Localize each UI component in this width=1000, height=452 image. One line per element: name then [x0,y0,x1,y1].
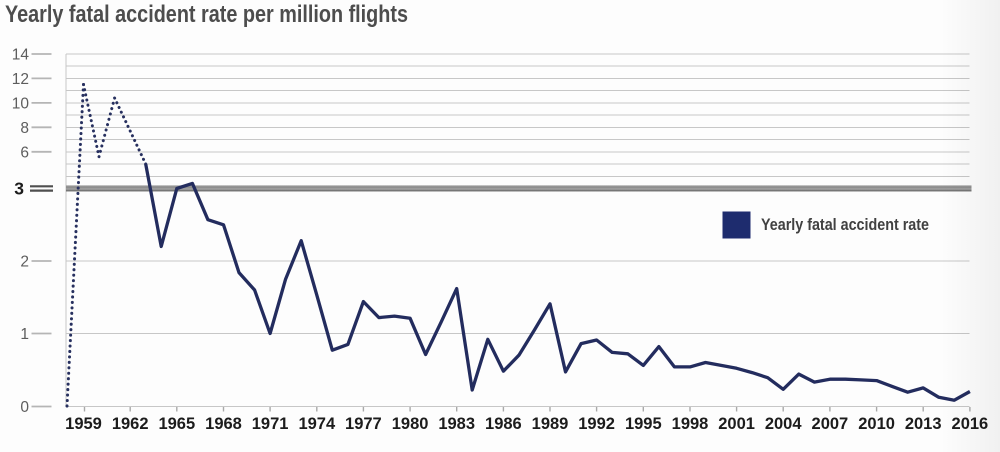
svg-text:1971: 1971 [252,415,289,433]
svg-text:1959: 1959 [65,415,102,433]
svg-text:1989: 1989 [532,415,569,433]
svg-text:Yearly fatal accident rate per: Yearly fatal accident rate per million f… [5,1,408,28]
svg-text:2016: 2016 [952,415,989,433]
svg-text:2013: 2013 [905,415,942,433]
svg-text:6: 6 [20,145,29,162]
svg-text:1980: 1980 [392,415,429,433]
svg-text:1992: 1992 [578,415,615,433]
svg-text:1977: 1977 [345,415,382,433]
svg-text:Yearly fatal accident rate: Yearly fatal accident rate [761,216,929,234]
svg-text:1968: 1968 [205,415,242,433]
svg-text:1965: 1965 [158,415,195,433]
svg-text:2: 2 [20,254,29,271]
svg-text:2007: 2007 [812,415,849,433]
svg-text:3: 3 [14,178,24,198]
svg-text:12: 12 [12,71,29,88]
svg-text:1983: 1983 [438,415,475,433]
svg-text:14: 14 [12,47,30,64]
svg-text:1974: 1974 [298,415,336,433]
svg-text:1998: 1998 [672,415,709,433]
svg-text:1986: 1986 [485,415,522,433]
svg-text:2004: 2004 [765,415,803,433]
svg-text:1: 1 [20,326,29,343]
svg-text:1962: 1962 [112,415,149,433]
svg-text:10: 10 [12,96,30,113]
svg-text:8: 8 [20,120,29,137]
svg-text:2010: 2010 [858,415,895,433]
svg-text:1995: 1995 [625,415,662,433]
svg-text:0: 0 [20,399,29,416]
svg-text:2001: 2001 [718,415,755,433]
